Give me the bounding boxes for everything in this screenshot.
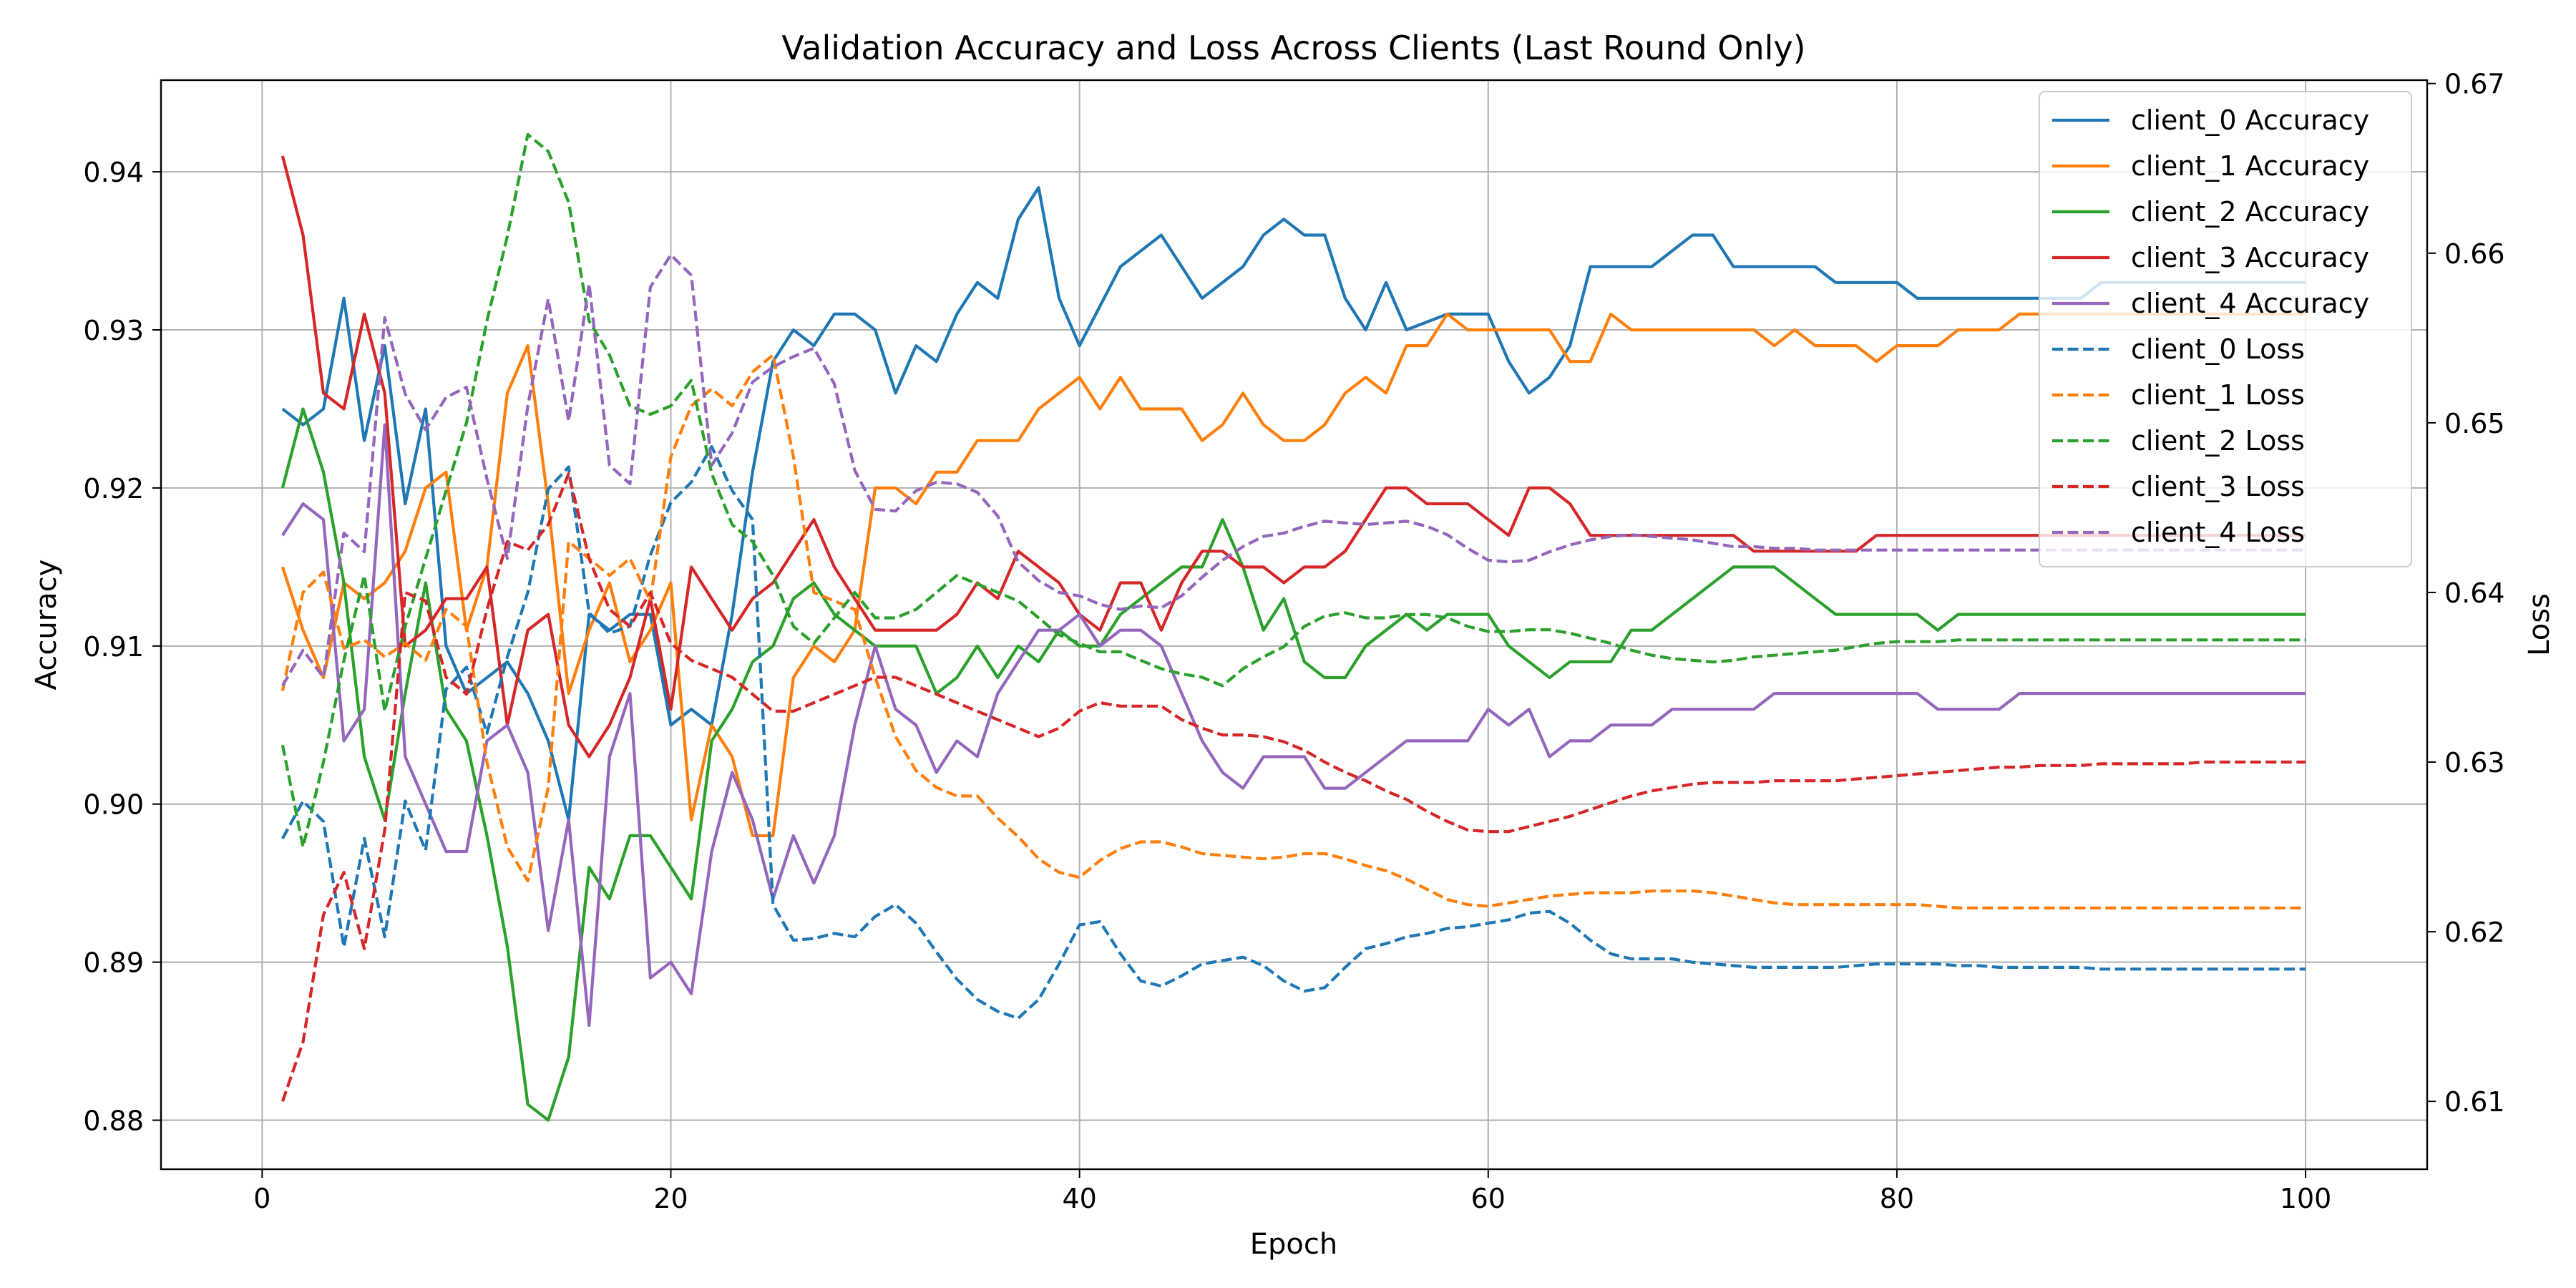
legend-label-client-3-accuracy: client_3 Accuracy: [2131, 242, 2369, 273]
plot-frame: [160, 79, 2429, 1171]
x-tick-label: 40: [1062, 1183, 1096, 1214]
y-axis-label-right: Loss: [2523, 593, 2556, 656]
legend-label-client-1-accuracy: client_1 Accuracy: [2131, 150, 2369, 182]
y-left-tick-label: 0.88: [83, 1106, 144, 1137]
y-right-tick-label: 0.66: [2444, 238, 2505, 270]
series-line-client-1-loss: [280, 353, 2306, 910]
series-line-client-2-loss: [280, 132, 2306, 849]
y-left-tick-label: 0.92: [83, 473, 144, 504]
y-left-tick-label: 0.90: [83, 789, 144, 821]
legend-label-client-4-loss: client_4 Loss: [2131, 517, 2305, 548]
series-line-client-2-accuracy: [280, 407, 2306, 1122]
chart-title: Validation Accuracy and Loss Across Clie…: [781, 29, 1805, 67]
series-layer: [280, 132, 2306, 1122]
y-right-tick-label: 0.64: [2444, 577, 2505, 609]
y-left-tick-label: 0.89: [83, 947, 144, 979]
x-axis-label: Epoch: [1250, 1228, 1337, 1261]
legend-label-client-2-accuracy: client_2 Accuracy: [2131, 196, 2369, 228]
y-right-tick-label: 0.67: [2444, 69, 2505, 100]
y-right-tick-label: 0.65: [2444, 408, 2505, 439]
series-line-client-0-accuracy: [281, 186, 2306, 821]
series-line-client-0-loss: [281, 444, 2306, 1020]
legend-label-client-3-loss: client_3 Loss: [2131, 471, 2305, 502]
y-right-tick-label: 0.63: [2444, 747, 2505, 779]
legend-box: [2039, 91, 2412, 567]
x-tick-label: 0: [253, 1183, 270, 1214]
x-tick-label: 20: [653, 1183, 688, 1214]
legend-label-client-0-accuracy: client_0 Accuracy: [2131, 104, 2369, 136]
y-right-tick-label: 0.62: [2444, 917, 2505, 948]
y-axis-label-left: Accuracy: [30, 560, 63, 691]
x-tick-label: 100: [2280, 1183, 2332, 1214]
y-left-tick-label: 0.91: [83, 631, 144, 663]
series-line-client-4-accuracy: [281, 423, 2306, 1028]
series-line-client-3-loss: [280, 472, 2306, 1102]
legend-label-client-2-loss: client_2 Loss: [2131, 425, 2305, 457]
x-tick-label: 60: [1471, 1183, 1506, 1214]
legend-label-client-4-accuracy: client_4 Accuracy: [2131, 288, 2369, 319]
x-tick-label: 80: [1880, 1183, 1914, 1214]
y-left-tick-label: 0.93: [83, 315, 144, 346]
legend-label-client-0-loss: client_0 Loss: [2131, 333, 2305, 365]
series-line-client-1-accuracy: [280, 312, 2306, 838]
legend-label-client-1-loss: client_1 Loss: [2131, 379, 2305, 411]
legend: client_0 Accuracy client_1 Accuracy client…: [2039, 91, 2412, 567]
tick-layer: 0 20 40 60 80 100 0.88 0.89 0.90 0.91 0.92 0.93 0.94…: [83, 69, 2504, 1214]
y-right-tick-label: 0.61: [2444, 1086, 2505, 1118]
y-left-tick-label: 0.94: [83, 157, 144, 188]
series-line-client-4-loss: [281, 253, 2306, 687]
